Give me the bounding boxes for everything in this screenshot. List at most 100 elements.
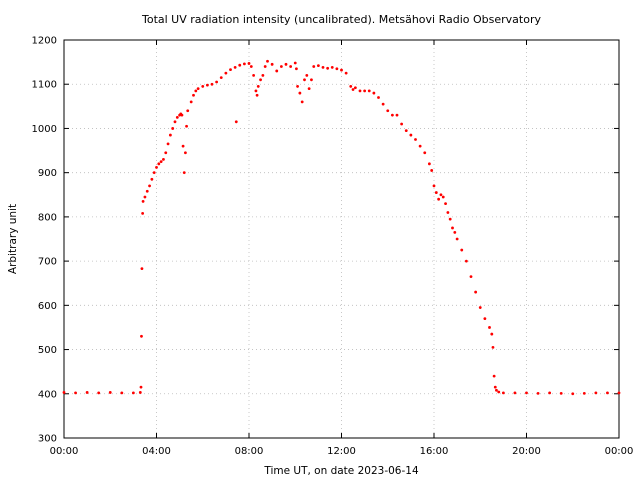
data-point — [131, 391, 135, 395]
data-point — [491, 345, 495, 349]
data-point — [381, 102, 385, 106]
plot-frame — [63, 39, 620, 439]
x-tick-label: 00:00 — [50, 446, 79, 457]
data-point — [444, 202, 447, 206]
data-point — [448, 217, 452, 221]
data-point — [247, 62, 251, 65]
data-point — [377, 96, 380, 99]
data-point — [155, 165, 158, 169]
data-point — [219, 76, 223, 79]
data-point — [233, 66, 237, 69]
data-point — [162, 158, 165, 161]
x-tick-label: 20:00 — [512, 446, 541, 457]
y-tick-label: 1200 — [32, 36, 57, 47]
y-tick-label: 300 — [38, 434, 57, 445]
chart-title: Total UV radiation intensity (uncalibrat… — [141, 13, 541, 26]
data-point — [351, 88, 355, 91]
y-tick-label: 1100 — [32, 80, 57, 91]
data-point — [201, 85, 205, 88]
data-point — [252, 73, 256, 77]
data-point — [234, 120, 238, 124]
data-point — [340, 68, 343, 72]
data-point — [182, 171, 186, 175]
data-point — [238, 63, 242, 67]
data-point — [148, 184, 151, 188]
data-point — [307, 87, 311, 91]
data-point — [141, 200, 145, 203]
data-point — [263, 65, 267, 68]
data-point — [344, 71, 348, 75]
data-point — [186, 109, 190, 113]
data-point — [266, 59, 269, 63]
data-point — [300, 100, 304, 104]
x-tick-label: 08:00 — [235, 446, 264, 457]
data-point — [390, 113, 394, 117]
data-point — [164, 151, 168, 155]
data-point — [349, 85, 353, 88]
data-point — [140, 267, 144, 271]
data-point — [321, 66, 325, 69]
data-point — [293, 61, 297, 65]
data-point — [582, 391, 586, 395]
data-point — [414, 138, 417, 141]
data-point — [85, 391, 89, 394]
data-point — [432, 184, 436, 188]
data-point — [594, 391, 598, 395]
data-point — [141, 211, 145, 215]
data-point — [229, 68, 232, 72]
data-point — [152, 171, 156, 175]
data-point — [108, 391, 112, 394]
data-point — [430, 169, 434, 172]
data-point — [453, 230, 457, 234]
data-point — [196, 87, 200, 91]
data-point — [256, 85, 260, 88]
data-point — [423, 151, 427, 155]
data-point — [62, 391, 66, 394]
y-tick-label: 700 — [38, 257, 57, 268]
data-point — [275, 69, 279, 73]
data-point — [205, 83, 209, 87]
data-point — [173, 120, 177, 124]
x-axis-label: Time UT, on date 2023-06-14 — [263, 465, 419, 477]
data-point — [305, 73, 309, 77]
data-point — [139, 385, 143, 389]
data-point — [120, 391, 124, 395]
data-point — [189, 100, 193, 104]
data-point — [192, 93, 195, 97]
data-point — [513, 391, 517, 395]
data-point — [469, 275, 473, 278]
y-tick-label: 900 — [38, 168, 57, 179]
data-point — [464, 259, 468, 263]
data-point — [386, 109, 390, 113]
data-point — [97, 391, 101, 395]
data-point — [460, 248, 464, 252]
data-point — [495, 388, 498, 392]
data-point — [606, 391, 609, 395]
data-point — [74, 391, 77, 395]
data-point — [316, 64, 320, 68]
data-point — [548, 391, 552, 395]
x-tick-label: 12:00 — [327, 446, 356, 457]
data-point — [298, 91, 302, 95]
data-point — [525, 391, 528, 395]
data-point — [441, 195, 445, 199]
y-tick-label: 400 — [38, 389, 57, 400]
data-point — [418, 144, 422, 148]
data-point — [180, 113, 184, 117]
y-tick-label: 500 — [38, 345, 57, 356]
data-point — [140, 334, 143, 338]
data-point — [536, 391, 540, 395]
data-point — [367, 89, 371, 93]
data-point — [404, 129, 408, 133]
data-point — [270, 62, 274, 66]
data-point — [478, 306, 482, 309]
data-point — [289, 65, 293, 68]
data-point — [490, 332, 494, 336]
data-point — [166, 142, 170, 146]
data-point — [194, 89, 198, 93]
data-point — [437, 197, 441, 201]
x-tick-label: 04:00 — [142, 446, 171, 457]
data-point — [184, 151, 187, 155]
data-point — [372, 91, 376, 95]
